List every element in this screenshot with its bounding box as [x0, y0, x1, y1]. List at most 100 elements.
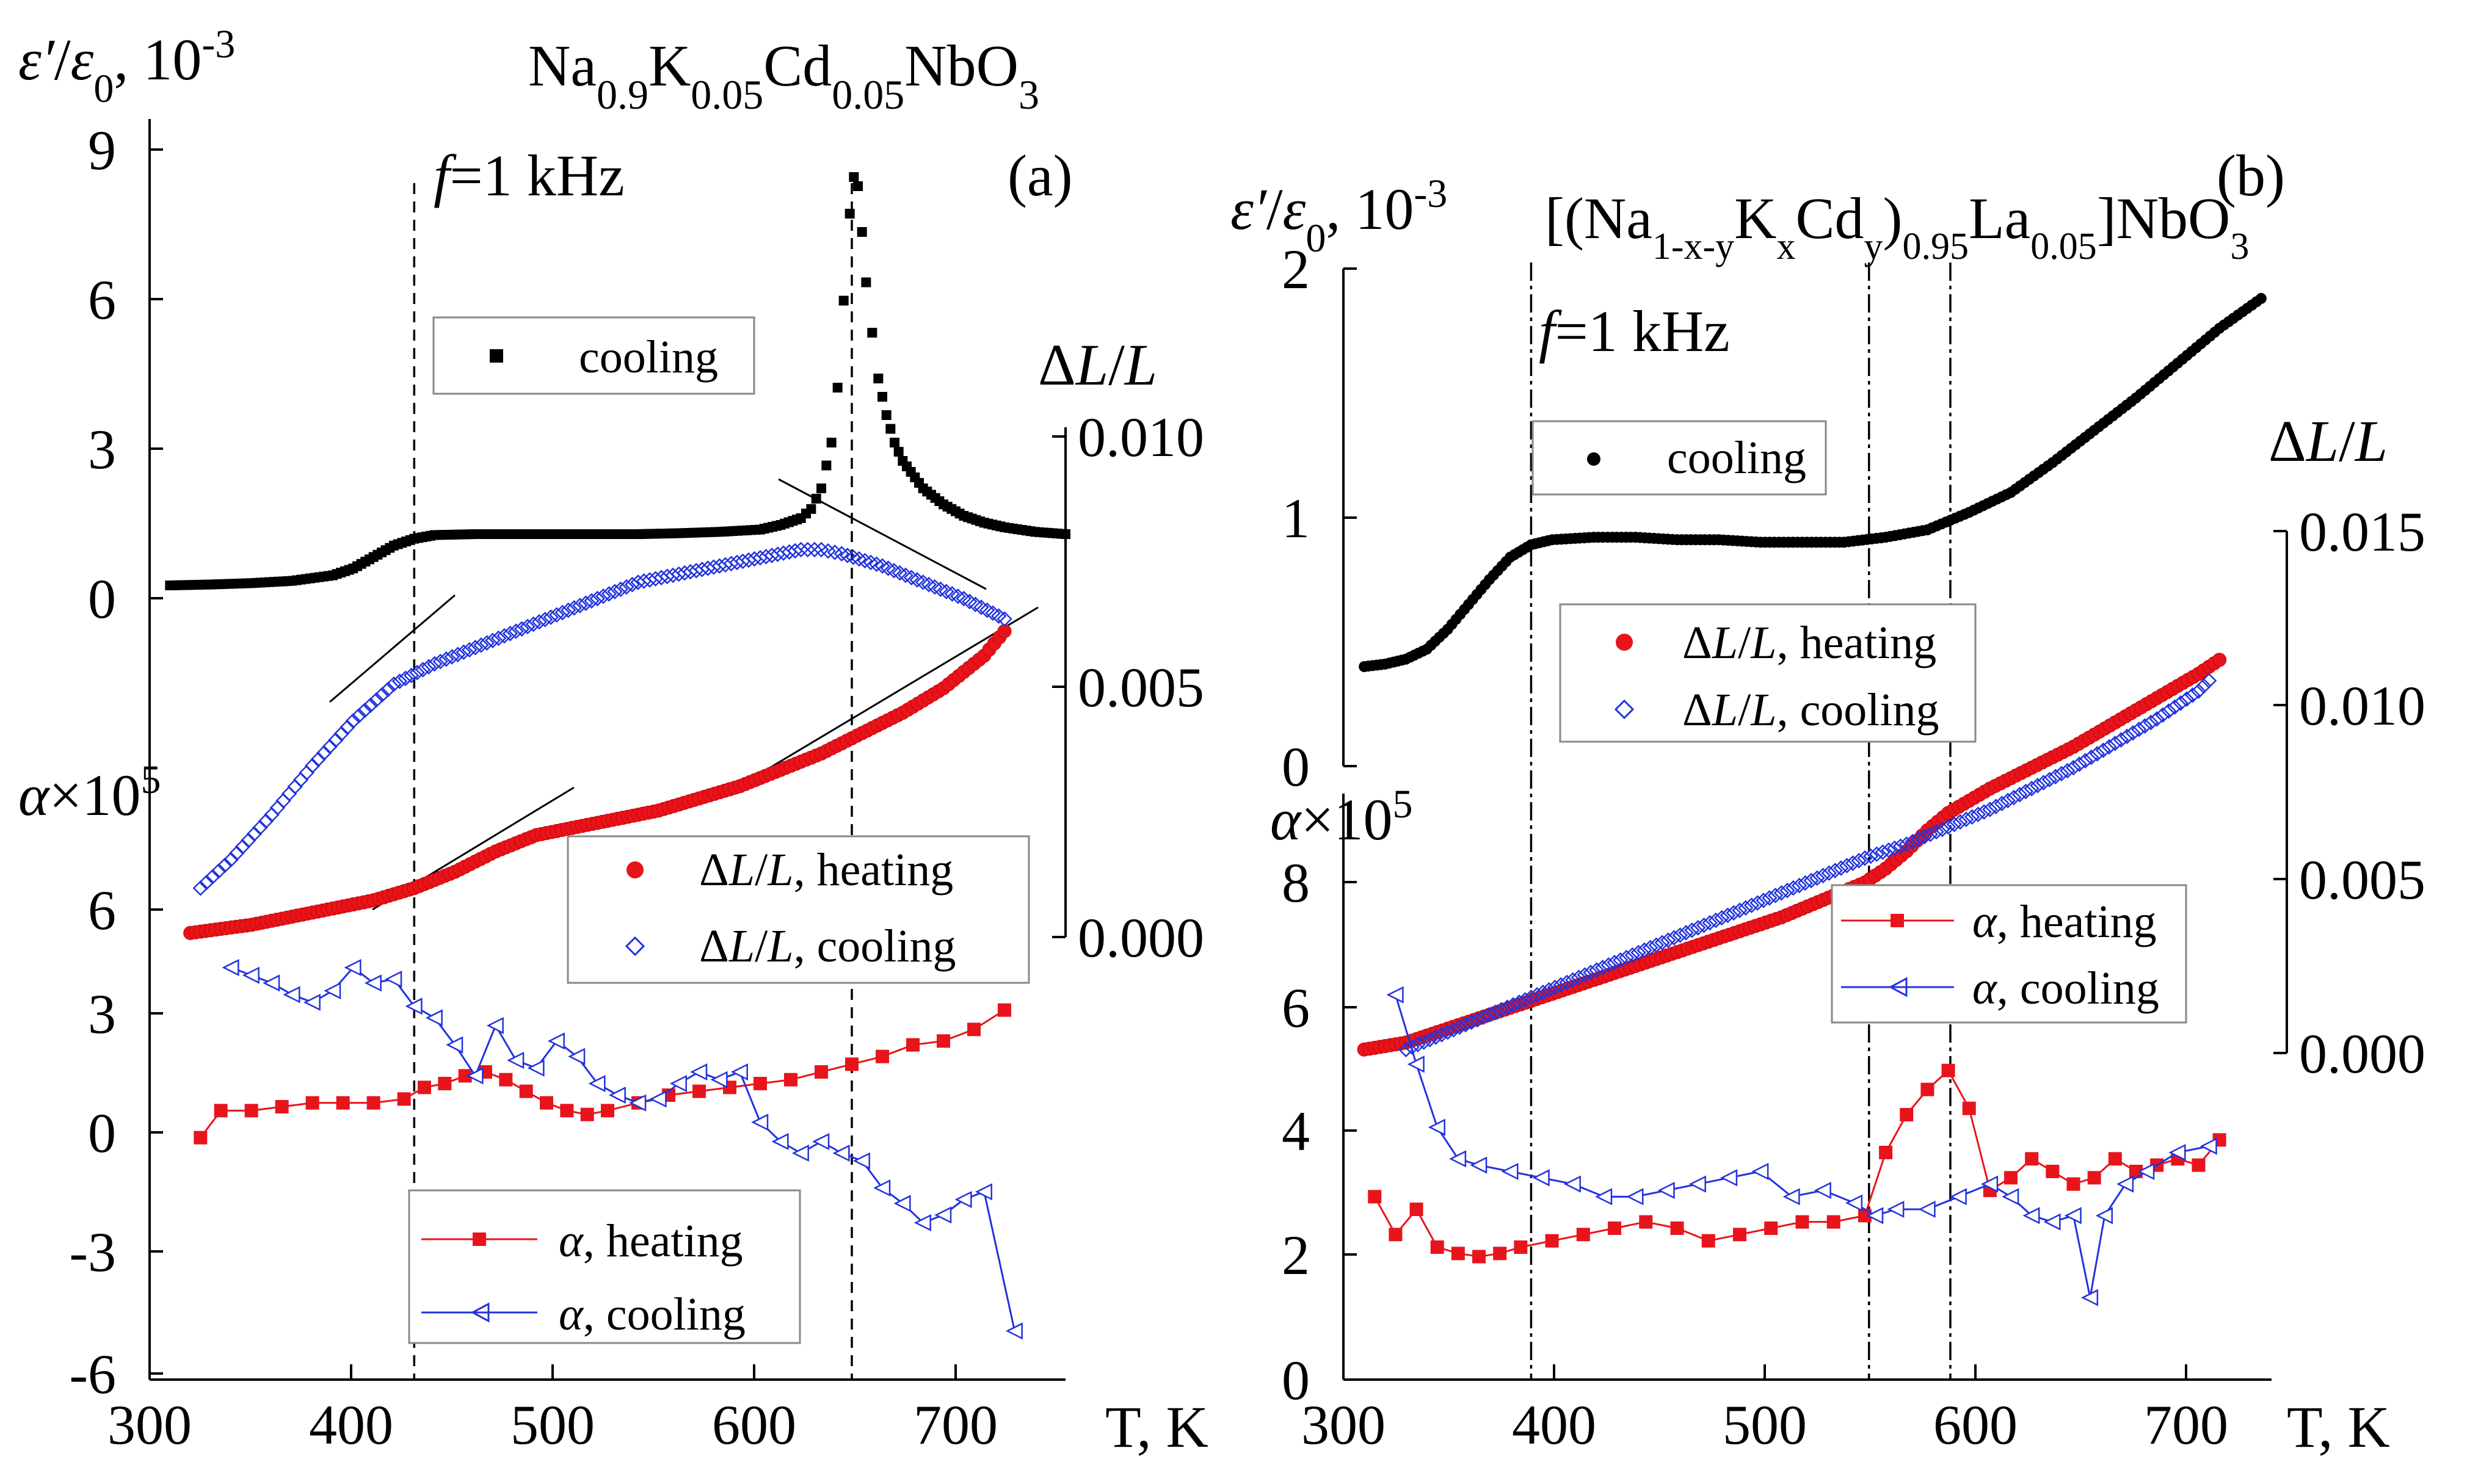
dl-cooling-point	[1451, 1019, 1468, 1035]
legend-label: ΔL/L, heating	[699, 844, 953, 896]
dl-cooling-point	[241, 832, 256, 849]
alpha-cooling-point	[486, 1016, 504, 1035]
dl-cooling-point	[514, 621, 530, 637]
dl-cooling-point	[426, 656, 443, 672]
alpha-heating-point	[499, 1073, 513, 1087]
dl-cooling-point	[310, 751, 326, 767]
dl-cooling-point	[421, 659, 437, 675]
alpha-cooling-point	[1626, 1188, 1644, 1206]
dl-cooling-point	[845, 549, 862, 565]
dl-cooling-point	[1630, 944, 1646, 961]
alpha-heating-point	[214, 1104, 228, 1118]
dl-cooling-point	[543, 609, 559, 625]
dl-cooling-point	[525, 616, 542, 632]
dl-cooling-point	[2137, 718, 2153, 734]
alpha-heating-point	[519, 1084, 533, 1098]
alpha-heating-series	[1368, 1063, 2226, 1264]
dl-cooling-point	[1434, 1027, 1450, 1043]
dl-cooling-point	[1964, 809, 1980, 825]
alpha-heating-point	[937, 1034, 950, 1048]
eps-point	[845, 209, 855, 219]
alpha-heating-point	[560, 1104, 574, 1118]
dl-cooling-point	[322, 739, 338, 755]
alpha-cooling-point	[324, 982, 341, 1000]
dl-cooling-point	[2201, 673, 2217, 689]
dl-cooling-point	[807, 541, 823, 558]
legend-marker-blue-diamond	[1614, 699, 1635, 720]
dl-cooling-point	[1571, 969, 1587, 985]
dl-cooling-point	[1726, 905, 1742, 921]
eps-cooling-series	[1359, 292, 2267, 672]
dl-cooling-point	[1839, 858, 1855, 874]
x-tick-label: 300	[107, 1394, 192, 1456]
dl-cooling-point	[2173, 695, 2189, 711]
alpha-cooling-point	[1751, 1162, 1769, 1181]
alpha-cooling-point	[1470, 1156, 1488, 1174]
alpha-heating-point	[815, 1065, 828, 1079]
dl-cooling-point	[531, 614, 547, 630]
dl-cooling-point	[2006, 789, 2022, 806]
dl-cooling-point	[584, 593, 600, 609]
frequency-value: =1 kHz	[450, 143, 625, 208]
alpha-cooling-point	[934, 1206, 952, 1224]
alpha-cooling-point	[588, 1074, 606, 1093]
alpha-cooling-point	[2199, 1137, 2217, 1155]
dl-cooling-point	[444, 649, 460, 665]
dl-cooling-point	[1720, 907, 1736, 924]
legend-label: α, heating	[1972, 896, 2157, 947]
dl-cooling-point	[1577, 967, 1593, 983]
eps-point	[857, 227, 867, 237]
panel-a-transition-lines	[413, 183, 853, 1380]
dl-cooling-point	[2054, 766, 2069, 782]
dl-cooling-point	[1493, 1002, 1509, 1018]
dl-cooling-point	[1922, 826, 1939, 842]
alpha-heating-point	[2004, 1171, 2018, 1185]
alpha-heating-point	[906, 1038, 920, 1052]
dl-cooling-point	[1678, 925, 1694, 941]
dl-cooling-point	[229, 845, 245, 861]
alpha-cooling-point	[1449, 1150, 1467, 1168]
dl-cooling-point	[217, 857, 233, 874]
dl-tick-label: 0.005	[1078, 656, 1204, 718]
alpha-heating-point	[1732, 1228, 1746, 1242]
alpha-cooling-point	[812, 1132, 830, 1151]
dl-cooling-series	[192, 541, 1012, 896]
dl-heating-point	[2212, 653, 2227, 667]
alpha-heating-point	[876, 1049, 889, 1063]
legend-marker-red-circle	[627, 861, 644, 878]
alpha-cooling-point	[2168, 1143, 2186, 1162]
alpha-cooling-point	[446, 1036, 463, 1054]
eps-point	[2255, 292, 2267, 304]
eps-point	[816, 483, 826, 493]
alpha-heating-point	[601, 1104, 614, 1118]
alpha-heating-point	[692, 1084, 706, 1098]
dl-cooling-point	[1898, 836, 1915, 852]
alpha-cooling-point	[303, 993, 321, 1012]
alpha-cooling-point	[690, 1063, 708, 1081]
dl-cooling-series	[1398, 673, 2217, 1058]
alpha-cooling-point	[507, 1051, 525, 1070]
eps-point	[838, 295, 849, 306]
dl-cooling-point	[1559, 974, 1575, 991]
legend-label: ΔL/L, cooling	[1682, 684, 1939, 736]
alpha-heating-point	[1389, 1228, 1403, 1242]
alpha-heating-point	[1368, 1190, 1382, 1204]
alpha-cooling-point	[1814, 1181, 1831, 1200]
dl-cooling-point	[1869, 846, 1885, 863]
dl-cooling-point	[2071, 756, 2088, 772]
alpha-cooling-point	[1407, 1055, 1425, 1073]
dl-cooling-point	[1481, 1007, 1497, 1023]
dl-cooling-point	[205, 869, 221, 885]
dl-cooling-point	[2167, 699, 2183, 715]
eps-tick-label: 2	[1282, 238, 1310, 300]
dl-cooling-point	[851, 551, 867, 567]
legend-marker-red-square	[1891, 914, 1904, 927]
eps-point	[873, 374, 884, 383]
alpha-cooling-point	[1386, 986, 1404, 1004]
dl-cooling-point	[787, 543, 803, 559]
alpha-heating-point	[2087, 1171, 2101, 1185]
dl-cooling-point	[520, 618, 536, 635]
alpha-heating-point	[2192, 1158, 2206, 1172]
alpha-heating-point	[967, 1023, 981, 1037]
dl-cooling-point	[386, 676, 402, 692]
